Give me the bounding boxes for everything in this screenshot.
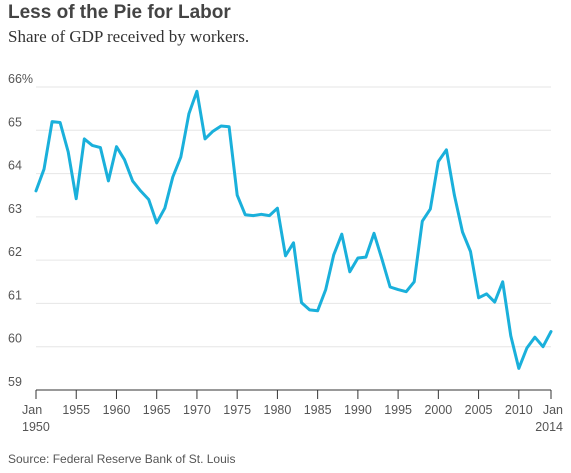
x-tick-label-13: Jan (543, 403, 563, 417)
x-tick-label2-13: 2014 (535, 420, 563, 434)
x-tick-label2-0: 1950 (22, 420, 50, 434)
y-tick-label-6: 60 (8, 332, 22, 346)
x-tick-label-1: 1955 (62, 403, 90, 417)
x-tick-label-4: 1970 (183, 403, 211, 417)
x-tick-label-2: 1960 (103, 403, 131, 417)
series-line-0 (34, 89, 553, 370)
y-axis-ticks: 66% 65 64 63 62 61 60 59 (8, 72, 33, 389)
y-tick-label-0: 66% (8, 72, 33, 86)
chart-subtitle: Share of GDP received by workers. (8, 27, 250, 46)
y-tick-label-5: 61 (8, 288, 22, 302)
x-tick-label-5: 1975 (223, 403, 251, 417)
x-tick-label-7: 1985 (304, 403, 332, 417)
y-tick-label-2: 64 (8, 159, 22, 173)
y-tick-label-1: 65 (8, 115, 22, 129)
y-tick-label-3: 63 (8, 202, 22, 216)
chart-title: Less of the Pie for Labor (8, 2, 231, 23)
x-axis-ticks: Jan 1950 1955 1960 1965 1970 1975 1980 1985 1990 1… (22, 390, 563, 434)
y-tick-label-4: 62 (8, 245, 22, 259)
x-tick-label-12: 2010 (505, 403, 533, 417)
source-note: Source: Federal Reserve Bank of St. Loui… (8, 452, 236, 466)
x-tick-label-0: Jan (22, 403, 42, 417)
x-tick-label-10: 2000 (424, 403, 452, 417)
x-tick-label-8: 1990 (344, 403, 372, 417)
x-tick-label-6: 1980 (264, 403, 292, 417)
x-tick-label-3: 1965 (143, 403, 171, 417)
y-tick-label-7: 59 (8, 375, 22, 389)
gridlines (36, 86, 551, 348)
series-group (34, 89, 553, 370)
x-tick-label-11: 2005 (465, 403, 493, 417)
x-tick-label-9: 1995 (384, 403, 412, 417)
